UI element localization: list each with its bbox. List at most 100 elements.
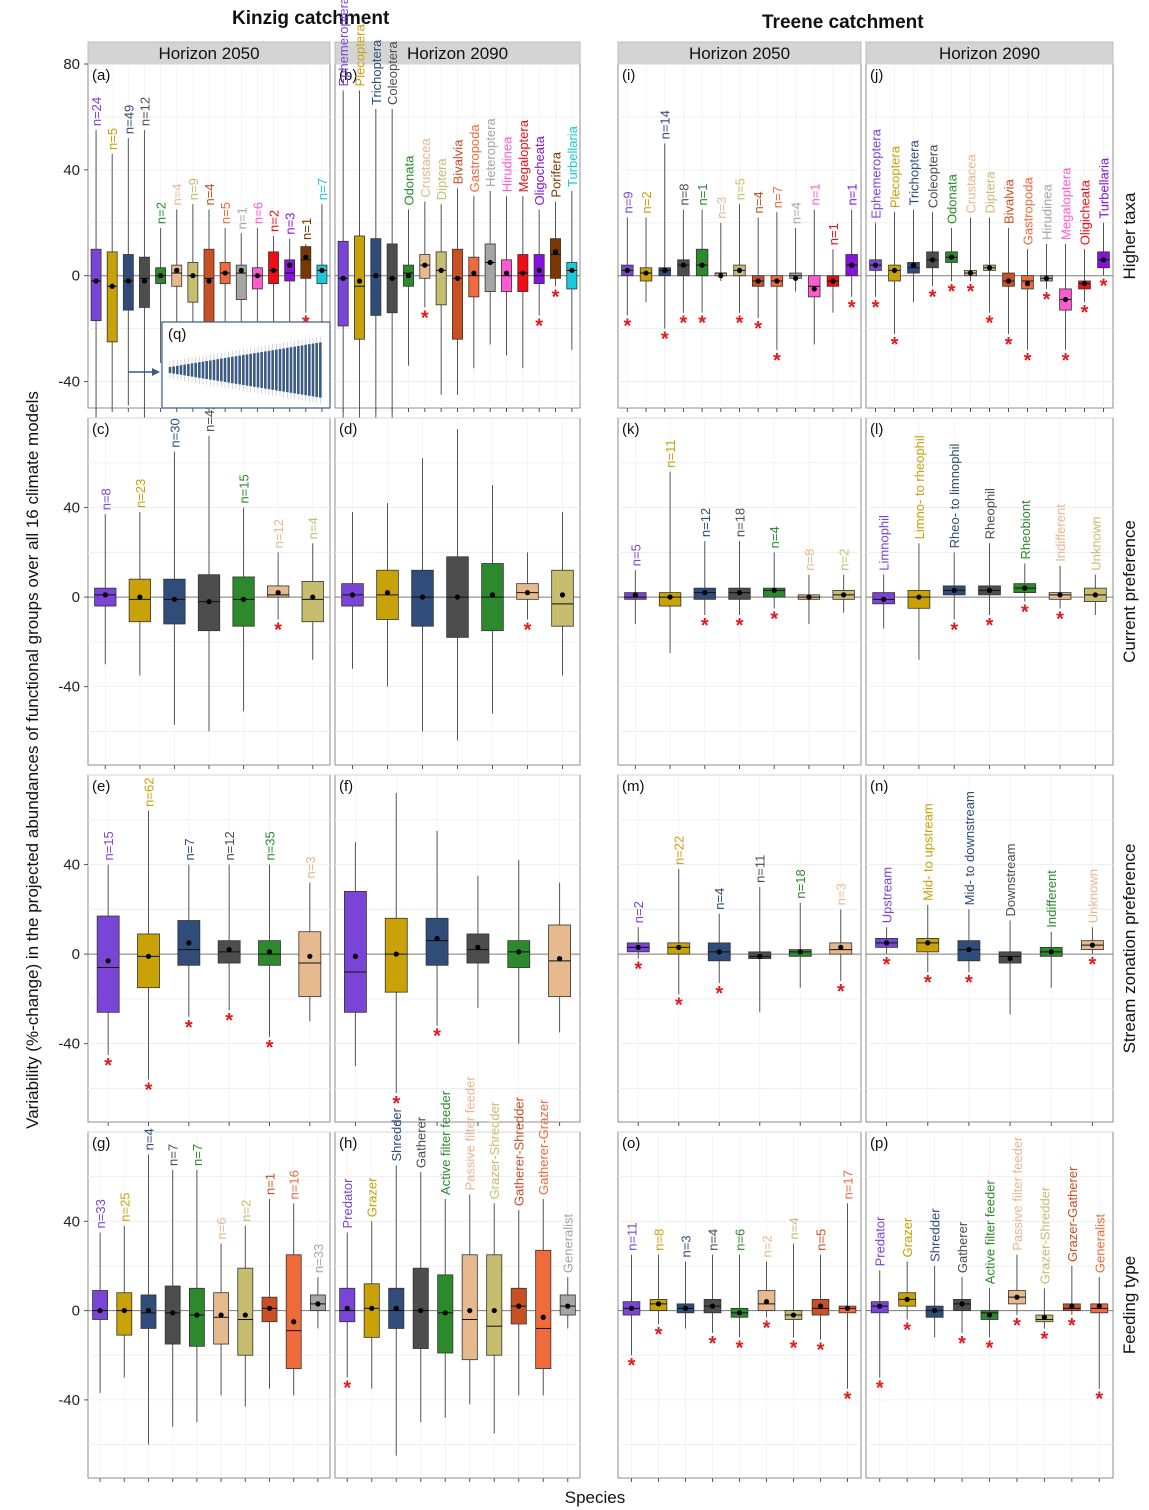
mean-point (137, 594, 143, 600)
group-label: n=2 (639, 191, 654, 213)
mean-point (872, 262, 879, 268)
inset-box (172, 366, 175, 374)
inset-box (282, 348, 285, 392)
group-label: Grazer-Shredder (487, 1101, 502, 1199)
significance-star: * (709, 1333, 717, 1355)
y-tick-label: 0 (72, 1303, 80, 1320)
group-label: Oligocheata (532, 135, 547, 205)
group-label: Megaloptera (516, 119, 531, 192)
significance-star: * (274, 619, 282, 641)
box (566, 262, 578, 290)
mean-point (491, 1307, 497, 1314)
panel-label: (k) (622, 421, 640, 438)
y-tick-label: -40 (58, 679, 80, 696)
mean-point (811, 286, 817, 292)
mean-point (254, 273, 260, 279)
mean-point (319, 267, 325, 273)
mean-point (986, 265, 993, 271)
mean-point (877, 1303, 883, 1309)
inset-box (278, 349, 282, 391)
significance-star: * (655, 1324, 663, 1346)
group-label: n=3 (679, 1235, 694, 1257)
group-label: n=5 (105, 128, 120, 150)
group-label: Gatherer (414, 1116, 429, 1168)
mean-point (1024, 281, 1031, 287)
inset-box (223, 358, 227, 382)
mean-point (206, 598, 212, 605)
inset-box (212, 359, 216, 381)
group-label: n=14 (658, 110, 673, 139)
y-tick-label: 40 (63, 162, 80, 179)
box (203, 248, 215, 332)
mean-point (556, 955, 563, 962)
significance-star: * (675, 994, 683, 1016)
group-label: Turbellaria (1097, 157, 1112, 219)
panel-frame (334, 774, 581, 1123)
panel-label: (e) (92, 778, 110, 795)
significance-star: * (986, 1337, 994, 1359)
mean-point (222, 270, 228, 276)
mean-point (121, 1307, 127, 1314)
panel-label: (f) (339, 778, 353, 795)
mean-point (422, 262, 428, 268)
inset-box (238, 355, 241, 385)
group-label: Predator (340, 1178, 355, 1229)
significance-star: * (1062, 350, 1070, 372)
box (316, 264, 328, 285)
mean-point (186, 940, 192, 946)
y-tick-label: 0 (72, 268, 80, 285)
inset-box (319, 342, 322, 398)
mean-point (349, 592, 356, 598)
group-label: Active filter feeder (438, 1090, 453, 1195)
box (695, 248, 709, 277)
panel-label: (a) (92, 67, 110, 84)
group-label: Upstream (880, 867, 895, 923)
facet-strip-label: Horizon 2050 (689, 44, 790, 63)
group-label: n=4 (767, 526, 782, 548)
mean-point (682, 1305, 689, 1311)
group-label: n=7 (315, 178, 330, 200)
mean-point (520, 270, 526, 276)
mean-point (552, 249, 559, 255)
group-label: n=35 (263, 831, 278, 860)
box (468, 256, 480, 298)
group-label: n=6 (214, 1218, 229, 1240)
mean-point (635, 944, 641, 950)
mean-point (929, 257, 936, 263)
significance-star: * (552, 286, 560, 308)
mean-point (454, 275, 461, 281)
mean-point (373, 273, 379, 279)
mean-point (489, 592, 496, 598)
group-label: n=25 (117, 1192, 132, 1221)
mean-point (340, 275, 346, 281)
mean-point (755, 278, 761, 284)
group-label: Unknown (1085, 869, 1100, 923)
mean-point (1048, 949, 1054, 955)
y-tick-label: 40 (63, 1213, 80, 1230)
significance-star: * (967, 281, 975, 303)
significance-star: * (1056, 608, 1064, 630)
significance-star: * (817, 1340, 825, 1362)
mean-point (667, 594, 673, 600)
group-label: Unknown (1088, 517, 1103, 571)
group-label: Indifferent (1053, 504, 1068, 562)
mean-point (966, 947, 972, 953)
group-label: Plecoptera (353, 24, 368, 87)
group-label: Oligicheata (1078, 179, 1093, 245)
group-label: Limnophil (877, 515, 892, 571)
mean-point (565, 1303, 571, 1309)
mean-point (1022, 585, 1028, 591)
group-label: n=11 (753, 855, 768, 883)
group-label: n=1 (845, 183, 860, 205)
mean-point (716, 949, 722, 955)
group-label: n=62 (142, 778, 157, 807)
mean-point (883, 940, 890, 946)
mean-point (736, 590, 743, 596)
mean-point (405, 273, 412, 279)
box (106, 251, 118, 343)
facet-strip-label: Horizon 2090 (939, 44, 1040, 63)
inset-box (209, 360, 212, 380)
mean-point (699, 262, 705, 268)
group-label: n=5 (814, 1229, 829, 1251)
